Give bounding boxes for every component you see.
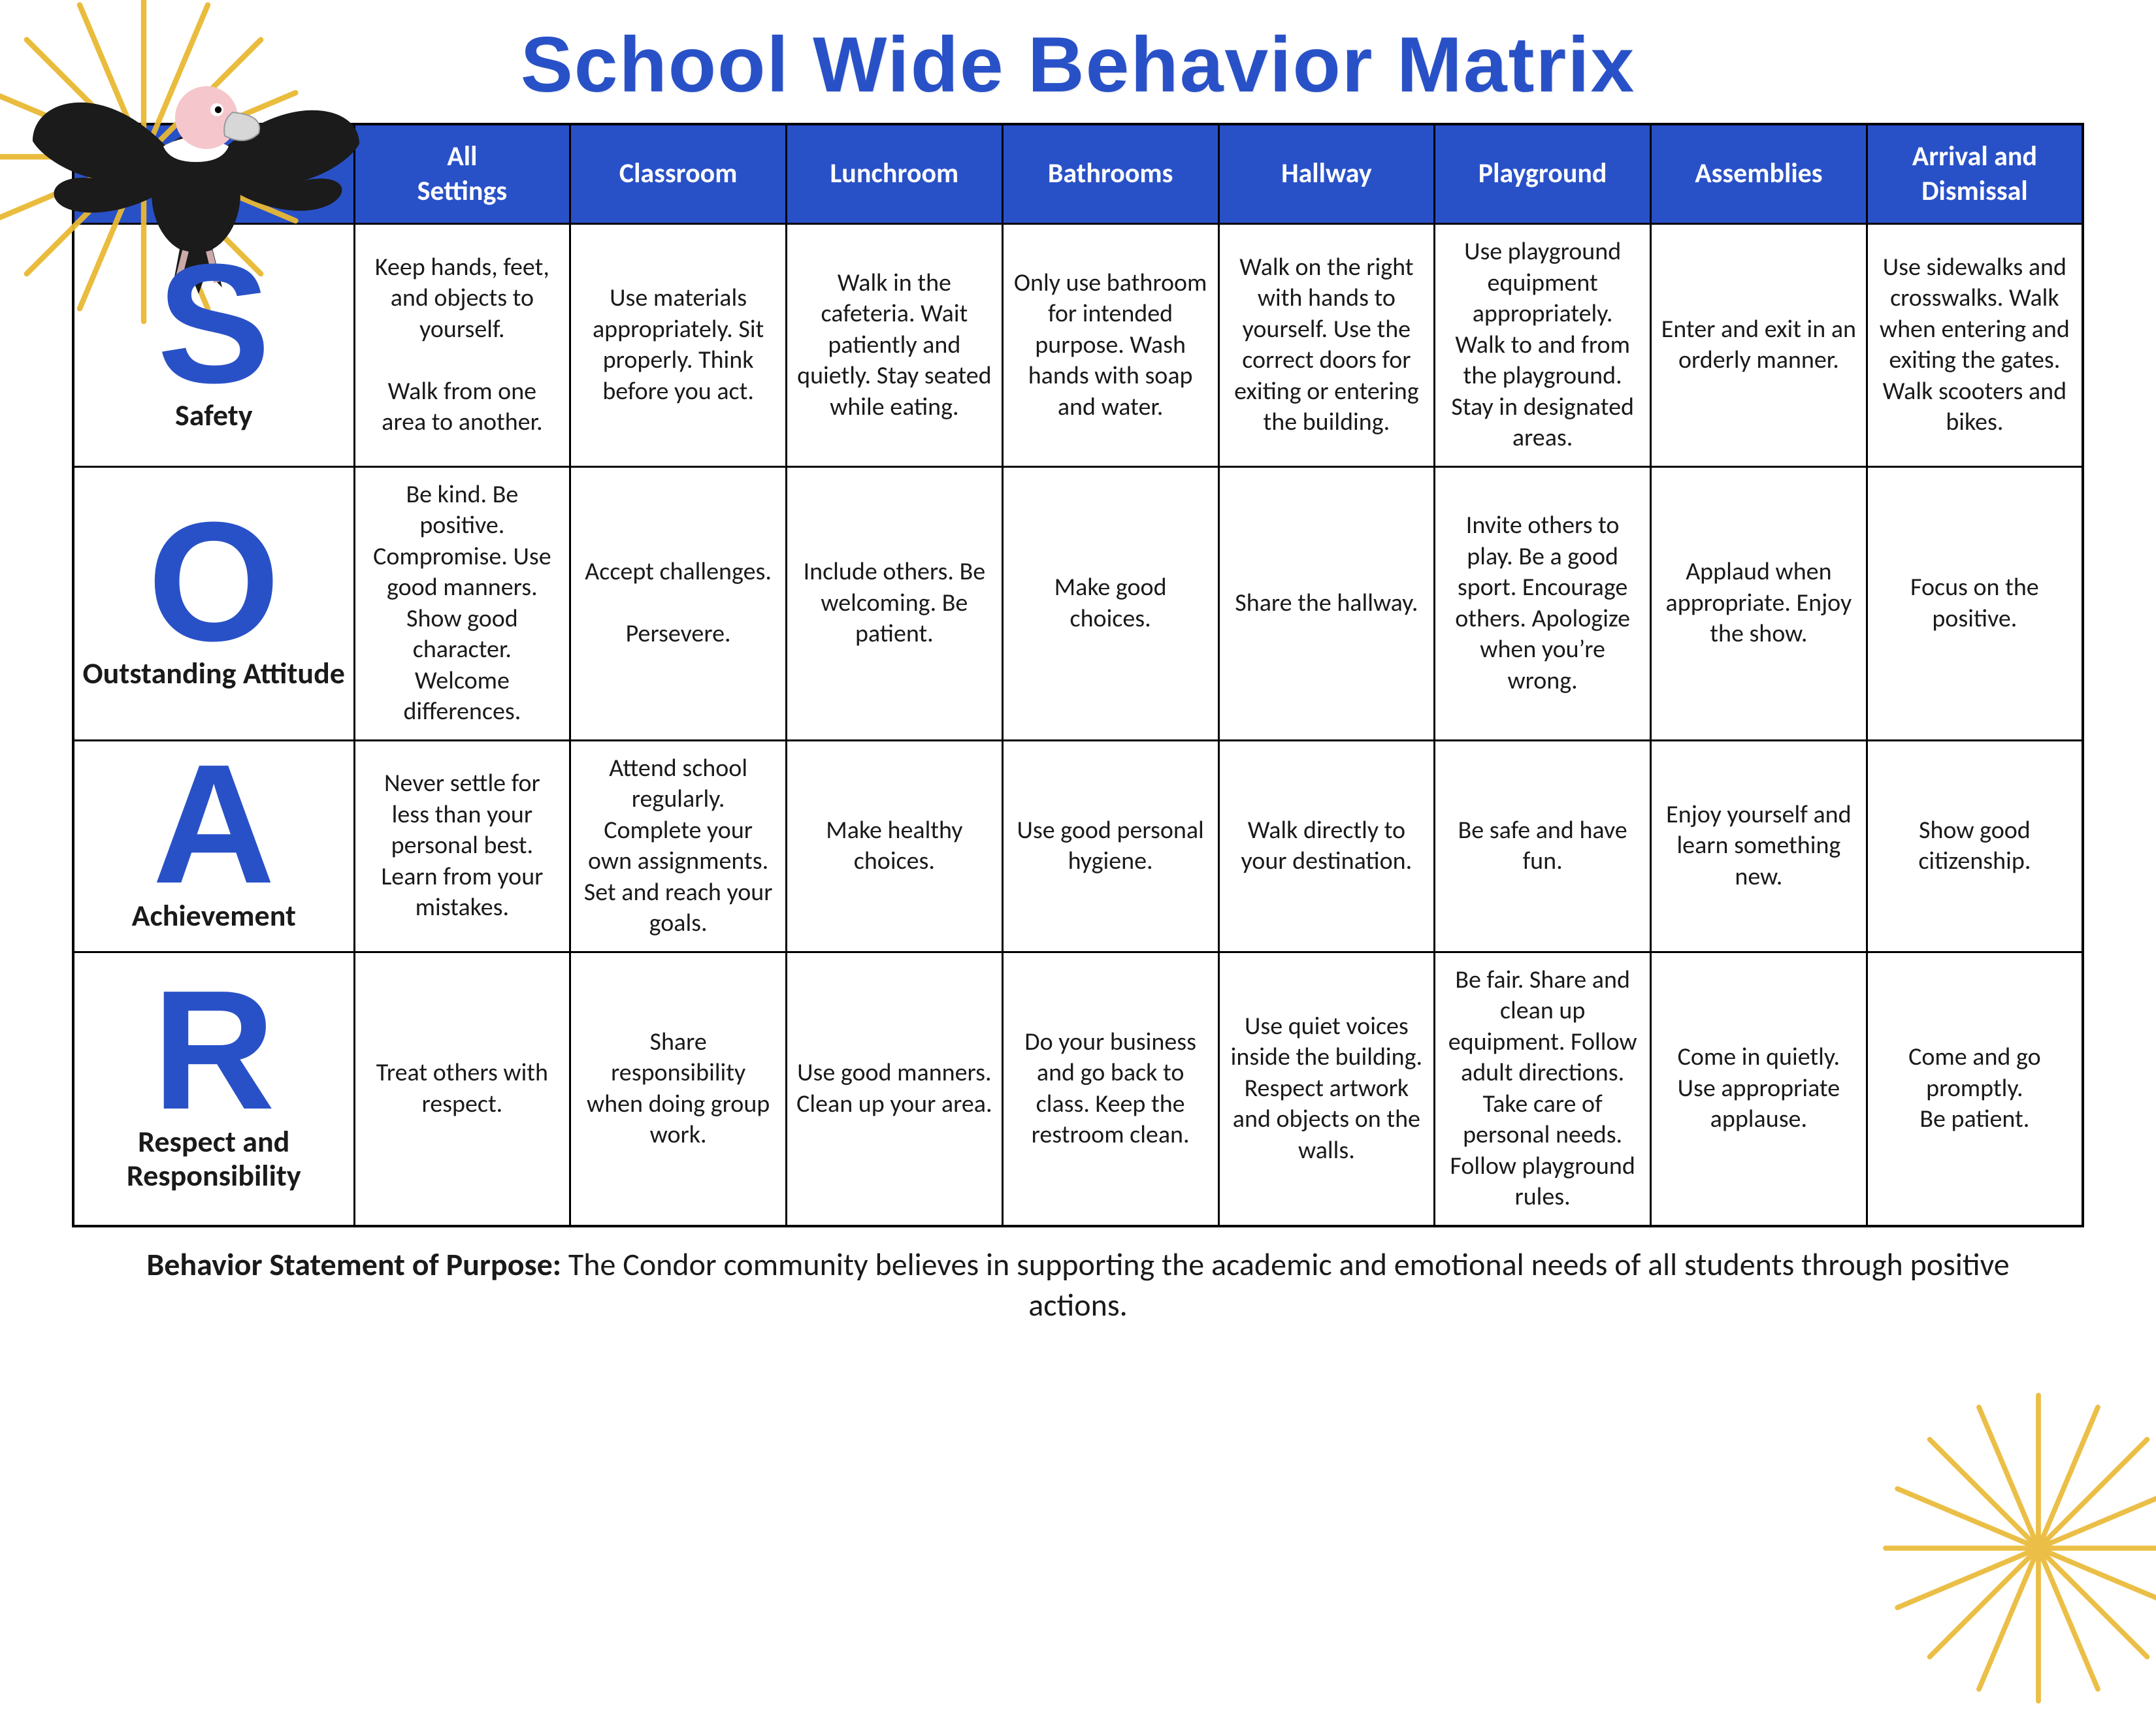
table-cell: Applaud when appropriate. Enjoy the show…	[1651, 466, 1867, 740]
table-cell: Be kind. Be positive. Compromise. Use go…	[354, 466, 570, 740]
header-all-settings: All Settings	[354, 124, 570, 224]
soar-letter: R	[80, 979, 348, 1123]
table-cell: Attend school regularly. Complete your o…	[570, 740, 787, 952]
firework-bottom-right	[1869, 1378, 2156, 1718]
behavior-matrix-table: All Settings Classroom Lunchroom Bathroo…	[72, 123, 2084, 1227]
header-bathrooms: Bathrooms	[1002, 124, 1218, 224]
table-cell: Keep hands, feet, and objects to yoursel…	[354, 224, 570, 467]
table-cell: Walk directly to your destination.	[1218, 740, 1435, 952]
table-cell: Only use bathroom for intended purpose. …	[1002, 224, 1218, 467]
table-cell: Do your business and go back to class. K…	[1002, 952, 1218, 1226]
table-cell: Include others. Be welcoming. Be patient…	[787, 466, 1003, 740]
soar-letter: A	[80, 753, 348, 897]
header-lunchroom: Lunchroom	[787, 124, 1003, 224]
table-cell: Use materials appropriately. Sit properl…	[570, 224, 787, 467]
page: School Wide Behavior Matrix All Settings…	[0, 0, 2156, 1666]
table-cell: Come in quietly. Use appropriate applaus…	[1651, 952, 1867, 1226]
table-cell: Enjoy yourself and learn something new.	[1651, 740, 1867, 952]
table-cell: Come and go promptly. Be patient.	[1867, 952, 2083, 1226]
table-cell: Use good personal hygiene.	[1002, 740, 1218, 952]
category-achievement: A Achievement	[73, 740, 354, 952]
footer-statement: Behavior Statement of Purpose: The Condo…	[72, 1244, 2084, 1326]
table-row: R Respect and Responsibility Treat other…	[73, 952, 2083, 1226]
category-label: Achievement	[132, 898, 296, 934]
header-arrival-dismissal: Arrival and Dismissal	[1867, 124, 2083, 224]
table-cell: Show good citizenship.	[1867, 740, 2083, 952]
table-cell: Treat others with respect.	[354, 952, 570, 1226]
table-cell: Walk in the cafeteria. Wait patiently an…	[787, 224, 1003, 467]
table-cell: Be safe and have fun.	[1435, 740, 1651, 952]
table-cell: Enter and exit in an orderly manner.	[1651, 224, 1867, 467]
header-corner	[73, 124, 354, 224]
category-label: Respect and Responsibility	[127, 1124, 301, 1195]
footer-lead: Behavior Statement of Purpose:	[146, 1245, 561, 1284]
table-cell: Make healthy choices.	[787, 740, 1003, 952]
category-label: Outstanding Attitude	[83, 655, 345, 692]
table-cell: Focus on the positive.	[1867, 466, 2083, 740]
category-respect-responsibility: R Respect and Responsibility	[73, 952, 354, 1226]
footer-body: The Condor community believes in support…	[568, 1245, 2010, 1324]
header-assemblies: Assemblies	[1651, 124, 1867, 224]
header-hallway: Hallway	[1218, 124, 1435, 224]
table-cell: Share responsibility when doing group wo…	[570, 952, 787, 1226]
table-row: S Safety Keep hands, feet, and objects t…	[73, 224, 2083, 467]
table-row: O Outstanding Attitude Be kind. Be posit…	[73, 466, 2083, 740]
category-label: Safety	[175, 397, 253, 434]
category-outstanding-attitude: O Outstanding Attitude	[73, 466, 354, 740]
table-header: All Settings Classroom Lunchroom Bathroo…	[73, 124, 2083, 224]
table-cell: Walk on the right with hands to yourself…	[1218, 224, 1435, 467]
table-row: A Achievement Never settle for less than…	[73, 740, 2083, 952]
header-classroom: Classroom	[570, 124, 787, 224]
soar-letter: S	[80, 252, 348, 397]
table-cell: Use quiet voices inside the building. Re…	[1218, 952, 1435, 1226]
header-playground: Playground	[1435, 124, 1651, 224]
table-cell: Make good choices.	[1002, 466, 1218, 740]
category-safety: S Safety	[73, 224, 354, 467]
table-cell: Use good manners. Clean up your area.	[787, 952, 1003, 1226]
table-cell: Be fair. Share and clean up equipment. F…	[1435, 952, 1651, 1226]
table-cell: Use playground equipment appropriately. …	[1435, 224, 1651, 467]
page-title: School Wide Behavior Matrix	[72, 20, 2084, 110]
soar-letter: O	[80, 510, 348, 655]
table-cell: Never settle for less than your personal…	[354, 740, 570, 952]
table-cell: Share the hallway.	[1218, 466, 1435, 740]
table-cell: Use sidewalks and crosswalks. Walk when …	[1867, 224, 2083, 467]
table-cell: Accept challenges. Persevere.	[570, 466, 787, 740]
table-cell: Invite others to play. Be a good sport. …	[1435, 466, 1651, 740]
